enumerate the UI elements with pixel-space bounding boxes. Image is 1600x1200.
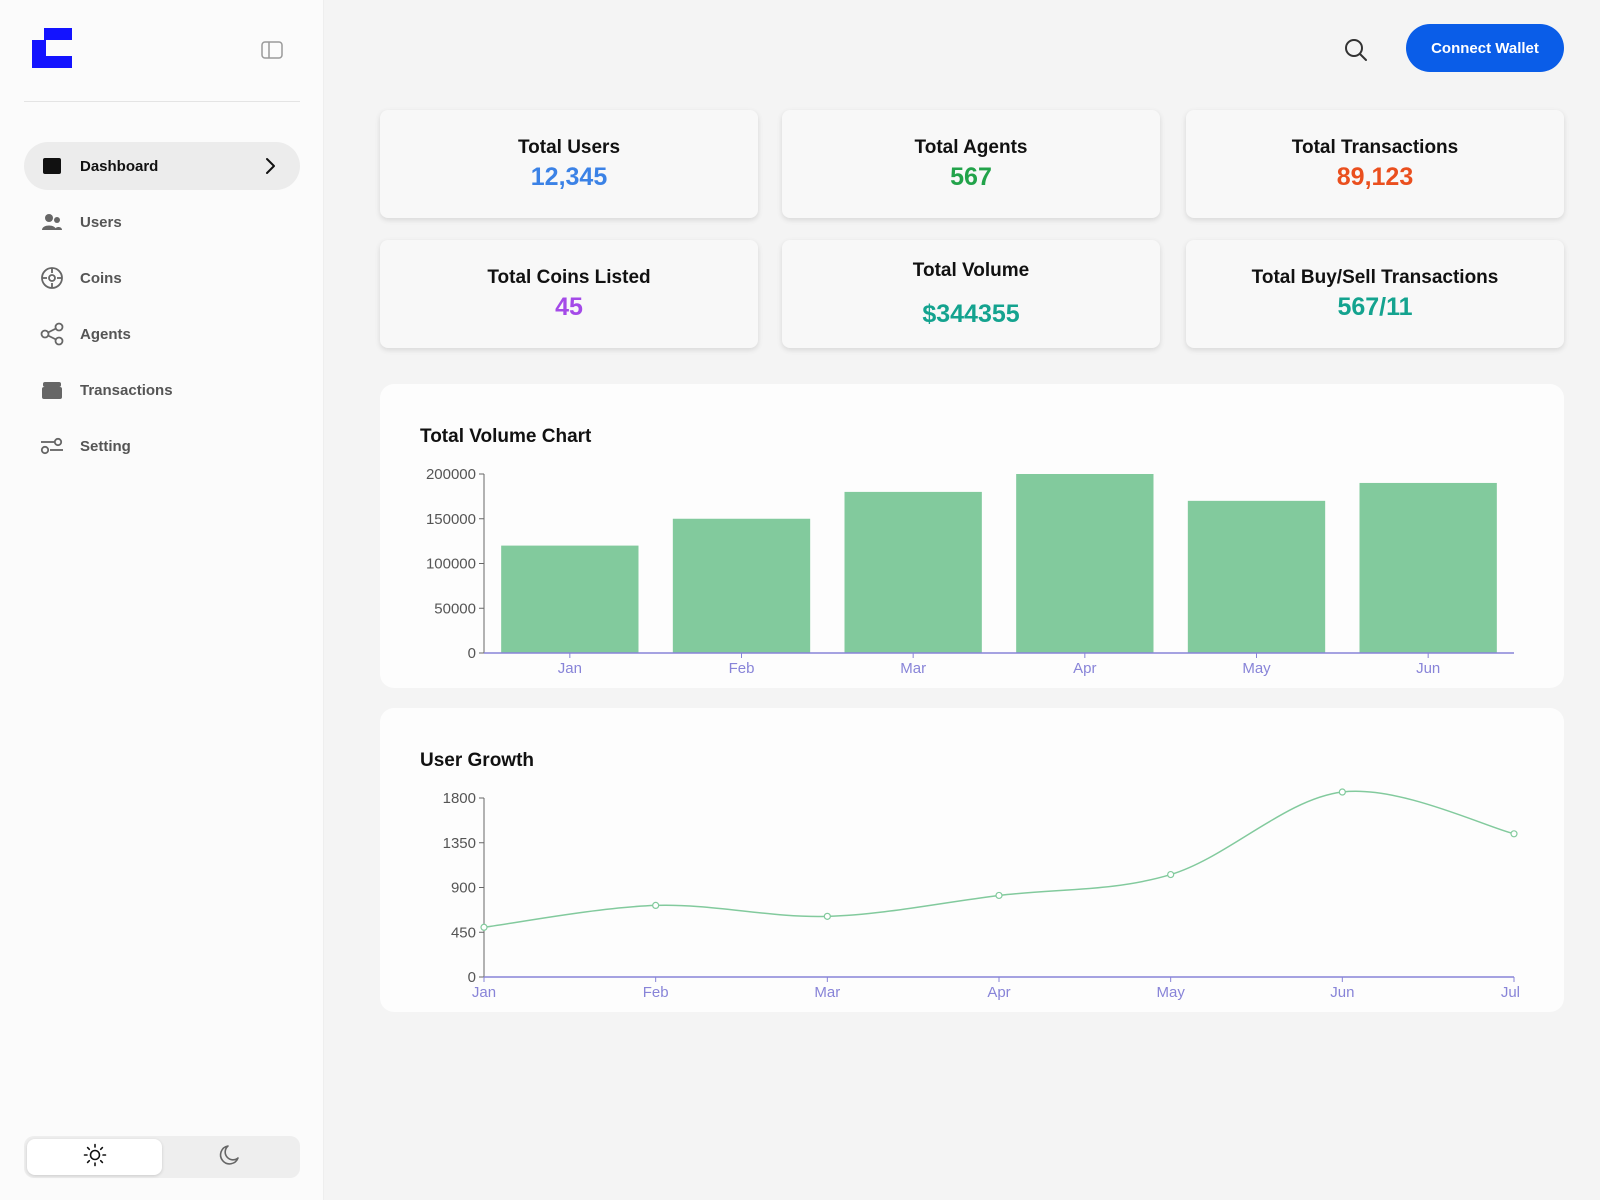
- y-tick-label: 200000: [426, 466, 476, 483]
- bar-may: [1187, 500, 1326, 653]
- x-tick-label: Apr: [987, 984, 1010, 1001]
- stat-card-total-coins-listed: Total Coins Listed 45: [380, 240, 758, 348]
- stat-title: Total Users: [517, 136, 621, 158]
- x-tick-label: Jan: [472, 984, 496, 1001]
- user-growth-chart-card: User Growth 0 450 900 1350 1800 Jan Feb Mar Apr M…: [380, 708, 1564, 1012]
- y-tick-label: 0: [468, 645, 476, 662]
- theme-toggle: [24, 1136, 300, 1178]
- stat-card-total-volume: Total Volume $344355: [782, 240, 1160, 348]
- sidebar-item-transactions[interactable]: Transactions: [24, 366, 300, 414]
- y-tick-label: 450: [451, 924, 476, 941]
- moon-icon: [218, 1143, 242, 1172]
- point-mar: [823, 912, 831, 920]
- stat-title: Total Buy/Sell Transactions: [1251, 266, 1499, 288]
- total-volume-chart-card: Total Volume Chart 0 50000 100000 150000 200…: [380, 384, 1564, 688]
- sidebar-item-label: Agents: [80, 325, 131, 343]
- x-tick-label: Mar: [900, 660, 926, 677]
- point-jun: [1338, 788, 1346, 796]
- sidebar: Dashboard Users: [0, 0, 324, 1200]
- x-tick-label: Jun: [1330, 984, 1354, 1001]
- point-jul: [1510, 830, 1518, 838]
- stat-title: Total Volume: [912, 259, 1030, 281]
- sidebar-toggle-icon[interactable]: [260, 40, 284, 60]
- dashboard-icon: [40, 154, 64, 178]
- sidebar-item-users[interactable]: Users: [24, 198, 300, 246]
- point-may: [1167, 870, 1175, 879]
- point-feb: [652, 901, 660, 909]
- stat-card-total-agents: Total Agents 567: [782, 110, 1160, 218]
- x-tick-label: Jan: [558, 660, 582, 677]
- x-tick-label: Feb: [643, 984, 669, 1001]
- stat-card-total-users: Total Users 12,345: [380, 110, 758, 218]
- stat-value: 12,345: [530, 162, 608, 191]
- user-growth-line: [483, 790, 1515, 929]
- sidebar-item-label: Dashboard: [80, 157, 159, 175]
- chart-title: Total Volume Chart: [420, 426, 592, 447]
- users-icon: [40, 210, 64, 234]
- sidebar-item-coins[interactable]: Coins: [24, 254, 300, 302]
- stat-title: Total Coins Listed: [487, 266, 651, 288]
- sidebar-item-label: Transactions: [80, 381, 173, 399]
- y-tick-label: 1800: [443, 790, 476, 807]
- stat-value: $344355: [922, 299, 1020, 328]
- bar-feb: [672, 518, 811, 653]
- stat-title: Total Transactions: [1291, 136, 1459, 158]
- chart-title: User Growth: [420, 750, 535, 771]
- sun-icon: [83, 1143, 107, 1172]
- x-tick-label: Mar: [814, 984, 840, 1001]
- stat-card-total-transactions: Total Transactions 89,123: [1186, 110, 1564, 218]
- y-tick-label: 1350: [443, 835, 476, 852]
- x-tick-label: Apr: [1073, 660, 1096, 677]
- sidebar-item-label: Users: [80, 213, 122, 231]
- stat-value: 567: [950, 162, 992, 191]
- stat-value: 45: [555, 292, 583, 321]
- user-growth-chart: 0 450 900 1350 1800 Jan Feb Mar Apr May Jun Jul: [443, 788, 1520, 1001]
- point-jan: [480, 923, 488, 931]
- sidebar-item-dashboard[interactable]: Dashboard: [24, 142, 300, 190]
- bar-mar: [844, 491, 982, 653]
- y-tick-label: 900: [451, 880, 476, 897]
- sliders-icon: [40, 434, 64, 458]
- sidebar-header: [24, 24, 300, 102]
- sidebar-nav: Dashboard Users: [24, 142, 300, 478]
- coin-icon: [40, 266, 64, 290]
- bar-apr: [1016, 474, 1154, 653]
- point-apr: [995, 891, 1003, 900]
- y-tick-label: 100000: [426, 556, 476, 573]
- stat-value: 567/11: [1337, 292, 1413, 321]
- dark-theme-button[interactable]: [162, 1139, 297, 1175]
- wallet-icon: [40, 378, 64, 402]
- y-tick-label: 0: [468, 969, 476, 986]
- share-icon: [40, 322, 64, 346]
- stat-card-total-buy-sell-transactions: Total Buy/Sell Transactions 567/11: [1186, 240, 1564, 348]
- x-tick-label: Jul: [1501, 984, 1520, 1001]
- sidebar-item-agents[interactable]: Agents: [24, 310, 300, 358]
- sidebar-item-label: Setting: [80, 437, 131, 455]
- brand-logo[interactable]: [32, 28, 72, 68]
- y-tick-label: 150000: [426, 511, 476, 528]
- bar-jan: [501, 545, 639, 653]
- x-tick-label: May: [1156, 984, 1185, 1001]
- stat-value: 89,123: [1336, 162, 1414, 191]
- x-tick-label: May: [1242, 660, 1271, 677]
- connect-wallet-button[interactable]: Connect Wallet: [1406, 24, 1564, 72]
- x-tick-label: Feb: [729, 660, 755, 677]
- total-volume-chart: 0 50000 100000 150000 200000 Jan Feb Mar Apr May J…: [426, 466, 1514, 677]
- sidebar-item-setting[interactable]: Setting: [24, 422, 300, 470]
- search-icon[interactable]: [1342, 36, 1370, 64]
- light-theme-button[interactable]: [27, 1139, 162, 1175]
- bar-jun: [1359, 482, 1497, 653]
- y-tick-label: 50000: [434, 600, 476, 617]
- sidebar-item-label: Coins: [80, 269, 122, 287]
- chevron-right-icon: [260, 156, 280, 176]
- x-tick-label: Jun: [1416, 660, 1440, 677]
- stat-title: Total Agents: [914, 136, 1028, 158]
